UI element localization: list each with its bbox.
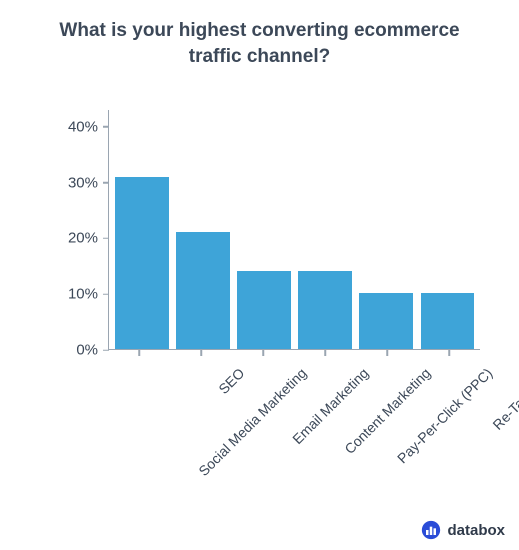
bar [359, 293, 413, 349]
icon-bar-1 [426, 530, 429, 535]
y-tick: 0% [50, 342, 108, 359]
icon-bar-3 [434, 528, 437, 535]
bar-chart: SEOSocial Media MarketingEmail Marketing… [50, 110, 480, 370]
bar [176, 232, 230, 349]
databox-icon [421, 520, 441, 540]
bars-container [109, 110, 480, 349]
bar-slot [417, 110, 478, 349]
y-tick: 30% [50, 174, 108, 191]
plot-area [108, 110, 480, 350]
bar [421, 293, 475, 349]
brand-label: databox [447, 522, 505, 539]
icon-bar-2 [430, 527, 433, 535]
y-tick: 40% [50, 118, 108, 135]
bar-slot [356, 110, 417, 349]
bar [298, 271, 352, 349]
brand-logo: databox [421, 520, 505, 540]
y-tick: 20% [50, 230, 108, 247]
bar [115, 177, 169, 349]
bar-slot [233, 110, 294, 349]
bar-slot [111, 110, 172, 349]
y-tick: 10% [50, 286, 108, 303]
bar-slot [295, 110, 356, 349]
bar [237, 271, 291, 349]
chart-title: What is your highest converting ecommerc… [0, 0, 519, 69]
bar-slot [172, 110, 233, 349]
